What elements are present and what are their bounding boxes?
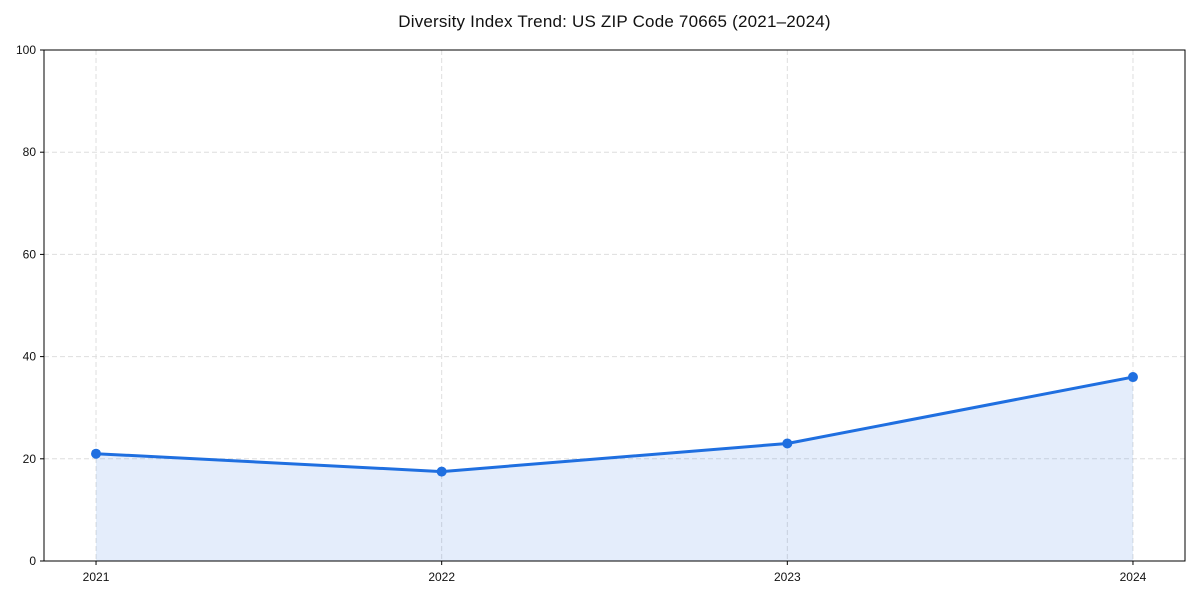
y-tick-label: 60 bbox=[23, 247, 37, 261]
x-tick-label: 2024 bbox=[1120, 570, 1147, 584]
data-point-2021 bbox=[91, 448, 102, 459]
plot-border bbox=[43, 49, 1186, 562]
x-tick-label: 2022 bbox=[428, 570, 455, 584]
y-tick-label: 40 bbox=[23, 350, 37, 364]
x-tick-label: 2023 bbox=[774, 570, 801, 584]
y-tick-label: 0 bbox=[29, 554, 36, 568]
y-tick-label: 20 bbox=[23, 452, 37, 466]
data-point-2023 bbox=[782, 438, 793, 449]
chart-title: Diversity Index Trend: US ZIP Code 70665… bbox=[398, 12, 831, 31]
trend-line bbox=[94, 375, 1135, 474]
area-fill bbox=[96, 377, 1133, 561]
y-tick-label: 100 bbox=[16, 43, 36, 57]
data-point-2022 bbox=[436, 466, 447, 477]
y-tick-label: 80 bbox=[23, 145, 37, 159]
data-point-2024 bbox=[1127, 372, 1138, 383]
x-tick-label: 2021 bbox=[83, 570, 110, 584]
